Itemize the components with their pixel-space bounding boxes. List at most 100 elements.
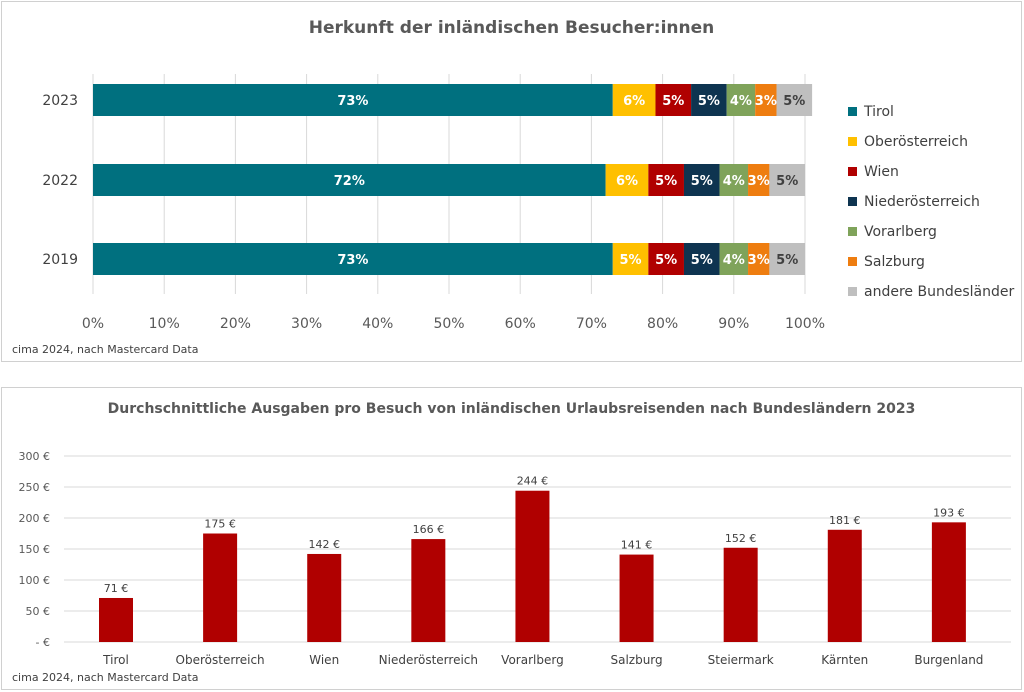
origin-chart-panel: Herkunft der inländischen Besucher:innen… <box>1 1 1022 362</box>
bar-burgenland <box>931 522 966 642</box>
spending-chart-title: Durchschnittliche Ausgaben pro Besuch vo… <box>107 401 916 417</box>
bar-segment-andere-bundeslaender <box>769 164 805 196</box>
y-tick-label: 2019 <box>42 252 78 268</box>
x-tick-label: 90% <box>718 316 749 332</box>
bar-segment-wien <box>655 84 692 116</box>
x-tick-label: Tirol <box>102 653 129 667</box>
data-label: 5% <box>655 174 677 189</box>
data-label: 73% <box>337 94 368 109</box>
bar-segment-niederoesterreich <box>683 164 720 196</box>
data-label: 71 € <box>104 582 129 595</box>
bar-segment-oberoesterreich <box>612 243 649 275</box>
bar-segment-oberoesterreich <box>612 84 656 116</box>
data-label: 4% <box>730 94 752 109</box>
bar-segment-niederoesterreich <box>683 243 720 275</box>
data-label: 152 € <box>725 532 757 545</box>
bar-segment-tirol <box>93 164 606 196</box>
x-tick-label: 10% <box>149 316 180 332</box>
legend-swatch-oberoesterreich <box>848 137 857 146</box>
bar-wien <box>307 553 342 642</box>
y-tick-label: 50 € <box>26 605 51 618</box>
legend-label-tirol: Tirol <box>863 104 894 120</box>
data-label: 166 € <box>413 523 445 536</box>
data-label: 4% <box>723 253 745 268</box>
y-tick-label: 300 € <box>19 450 51 463</box>
origin-chart-title: Herkunft der inländischen Besucher:innen <box>308 18 715 38</box>
data-label: 6% <box>616 174 638 189</box>
data-label: 3% <box>748 174 770 189</box>
bar-segment-wien <box>648 243 684 275</box>
bar-segment-oberoesterreich <box>605 164 649 196</box>
bar-segment-tirol <box>93 84 613 116</box>
data-label: 181 € <box>829 514 861 527</box>
legend-label-niederoesterreich: Niederösterreich <box>864 194 980 210</box>
y-tick-label: 100 € <box>19 574 51 587</box>
y-tick-label: 200 € <box>19 512 51 525</box>
x-tick-label: 40% <box>362 316 393 332</box>
legend-swatch-tirol <box>848 107 857 116</box>
legend-swatch-wien <box>848 167 857 176</box>
x-tick-label: Burgenland <box>914 653 983 667</box>
spending-chart-panel: Durchschnittliche Ausgaben pro Besuch vo… <box>1 387 1022 690</box>
origin-chart-source: cima 2024, nach Mastercard Data <box>12 343 199 356</box>
x-tick-label: Niederösterreich <box>379 653 478 667</box>
x-tick-label: 30% <box>291 316 322 332</box>
x-tick-label: 20% <box>220 316 251 332</box>
x-tick-label: 60% <box>505 316 536 332</box>
legend-swatch-salzburg <box>848 257 857 266</box>
y-tick-label: 2023 <box>42 93 78 109</box>
data-label: 244 € <box>517 475 549 488</box>
y-tick-label: 2022 <box>42 173 78 189</box>
data-label: 5% <box>655 253 677 268</box>
data-label: 193 € <box>933 506 965 519</box>
bar-salzburg <box>619 554 654 642</box>
data-label: 5% <box>698 94 720 109</box>
spending-chart-source: cima 2024, nach Mastercard Data <box>12 671 199 684</box>
origin-chart: 0% 10% 20% 30% 40% 50% 60% 70% 80% 90% 100% 2023 73%… <box>42 74 1014 332</box>
x-tick-label: Kärnten <box>821 653 868 667</box>
data-label: 175 € <box>204 518 236 531</box>
x-tick-label: Steiermark <box>708 653 774 667</box>
bar-segment-niederoesterreich <box>691 84 727 116</box>
bar-segment-wien <box>648 164 684 196</box>
bar-segment-salzburg <box>755 84 777 116</box>
spending-chart: - € 50 € 100 € 150 € 200 € 250 € 300 € 71 € Tiro… <box>19 450 1011 667</box>
x-tick-label: Vorarlberg <box>501 653 564 667</box>
bar-vorarlberg <box>515 490 550 642</box>
legend-swatch-andere-bundeslaender <box>848 287 857 296</box>
x-tick-label: Wien <box>309 653 339 667</box>
bar-segment-salzburg <box>748 164 770 196</box>
legend-label-salzburg: Salzburg <box>864 254 925 270</box>
legend-label-wien: Wien <box>864 164 899 180</box>
x-tick-label: 50% <box>433 316 464 332</box>
bar-segment-tirol <box>93 243 613 275</box>
x-tick-label: 100% <box>785 316 825 332</box>
y-tick-label: 250 € <box>19 481 51 494</box>
data-label: 3% <box>755 94 777 109</box>
data-label: 72% <box>334 174 365 189</box>
x-tick-label: 70% <box>576 316 607 332</box>
data-label: 5% <box>691 253 713 268</box>
y-tick-label: - € <box>36 636 50 649</box>
data-label: 3% <box>748 253 770 268</box>
data-label: 5% <box>691 174 713 189</box>
data-label: 5% <box>662 94 684 109</box>
bar-niederoesterreich <box>411 539 446 642</box>
data-label: 4% <box>723 174 745 189</box>
data-label: 5% <box>776 174 798 189</box>
data-label: 5% <box>783 94 805 109</box>
legend-label-vorarlberg: Vorarlberg <box>864 224 937 240</box>
legend-swatch-niederoesterreich <box>848 197 857 206</box>
data-label: 6% <box>623 94 645 109</box>
data-label: 5% <box>620 253 642 268</box>
data-label: 142 € <box>308 538 340 551</box>
bar-oberoesterreich <box>203 533 238 642</box>
bar-segment-salzburg <box>748 243 770 275</box>
bar-steiermark <box>723 547 758 642</box>
y-tick-label: 150 € <box>19 543 51 556</box>
x-tick-label: Salzburg <box>610 653 662 667</box>
data-label: 73% <box>337 253 368 268</box>
bar-segment-andere-bundeslaender <box>776 84 813 116</box>
bar-segment-vorarlberg <box>719 243 749 275</box>
data-label: 5% <box>776 253 798 268</box>
